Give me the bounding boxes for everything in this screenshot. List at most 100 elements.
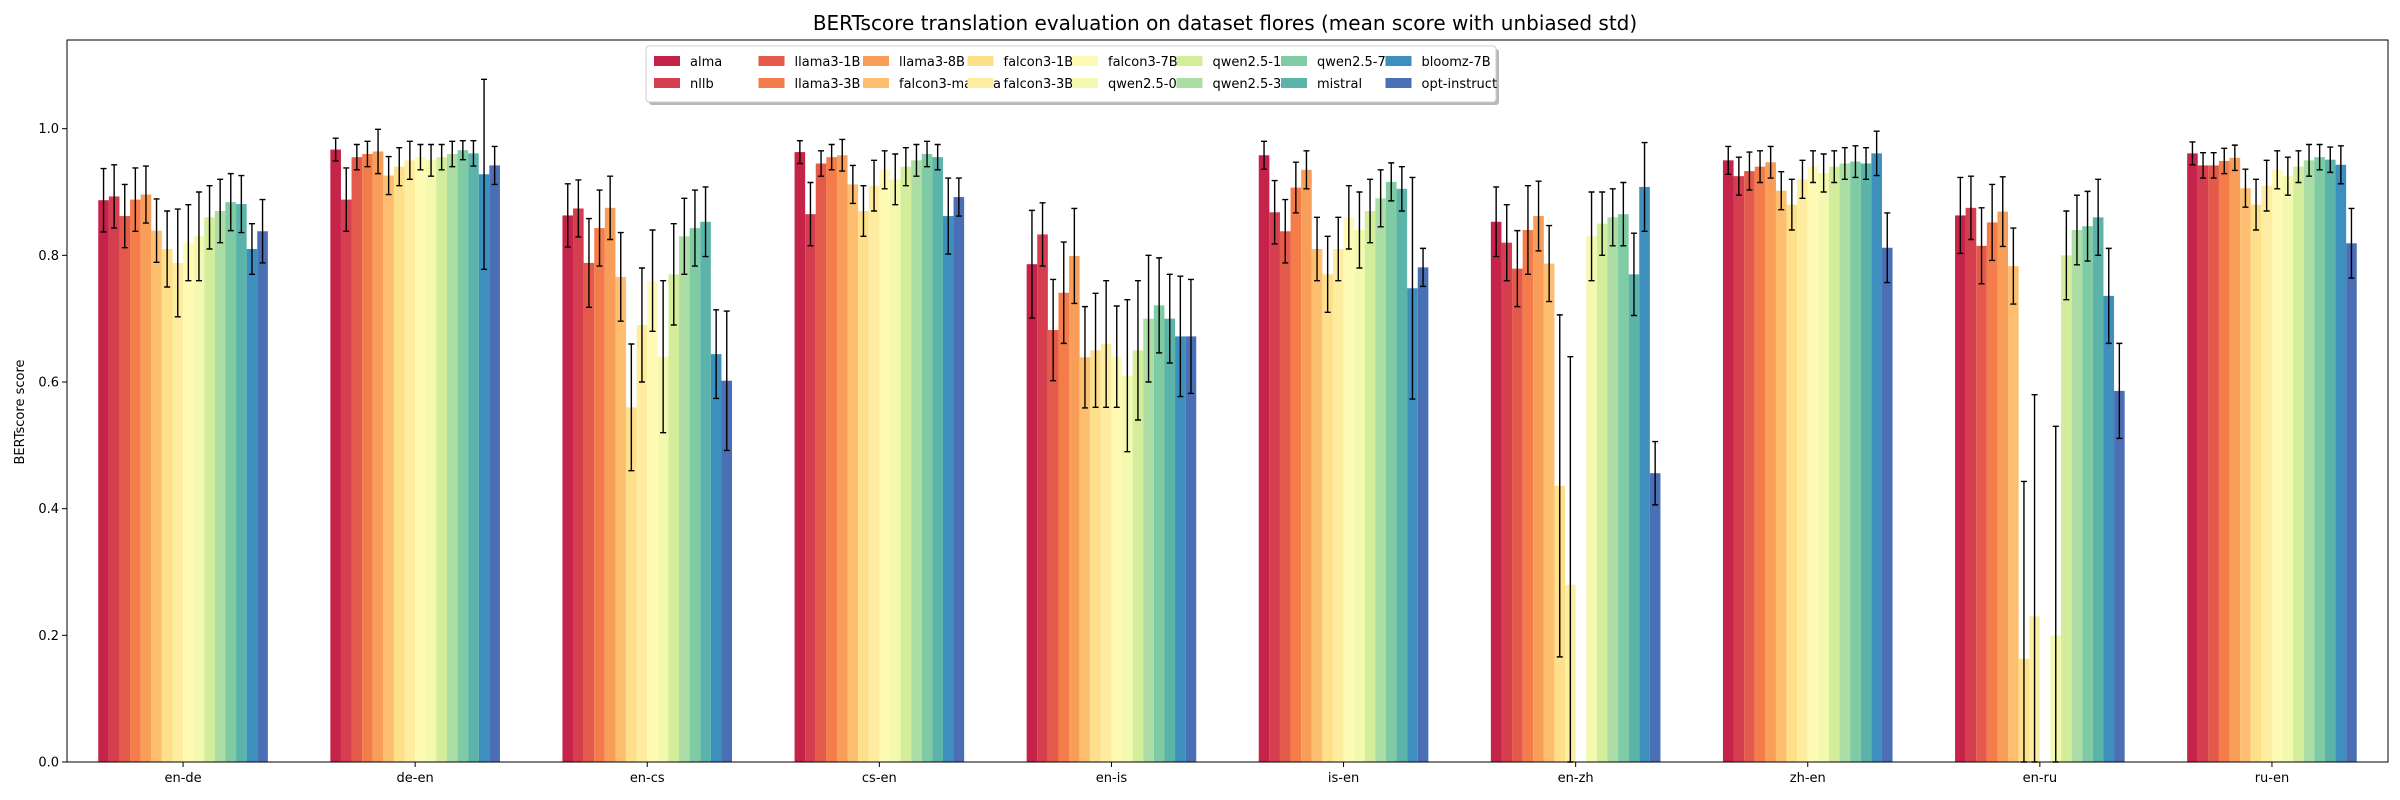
legend: alma nllb llama3-1B llama3-3B llama3-8B falco… <box>645 45 1499 105</box>
error-bar-mistral-zh-en <box>1863 146 1870 181</box>
error-bar-alma-cs-en <box>796 140 803 165</box>
legend-label: bloomz-7B <box>1422 55 1491 70</box>
error-bar-qwen2.5-7B-is-en <box>1388 162 1395 202</box>
error-bar-opt-instruct-zh-en <box>1884 212 1891 284</box>
error-bar-llama3-3B-ru-en <box>2221 147 2228 175</box>
y-tick-label: 0.4 <box>38 502 59 517</box>
axes-frame <box>66 39 2389 763</box>
bar-falcon3-7B-en-de <box>183 242 194 763</box>
bar-llama3-8B-is-en <box>1301 169 1312 762</box>
bar-llama3-8B-en-de <box>140 194 152 762</box>
bar-qwen2.5-7B-ru-en <box>2314 157 2325 763</box>
legend-label: falcon3-3B <box>1004 77 1074 92</box>
bar-qwen2.5-7B-en-cs <box>689 228 701 763</box>
bar-llama3-3B-en-cs <box>594 228 605 763</box>
series-falcon3-mamba <box>151 175 2251 763</box>
error-bar-llama3-8B-en-de <box>142 165 149 224</box>
error-bar-llama3-3B-en-de <box>132 167 139 232</box>
bar-llama3-8B-en-ru <box>1997 211 2009 762</box>
error-bar-nllb-de-en <box>343 167 350 232</box>
error-bars-mistral <box>238 140 2334 364</box>
error-bar-opt-instruct-en-zh <box>1652 440 1659 506</box>
error-bar-qwen2.5-0.5B-ru-en <box>2284 156 2291 196</box>
bar-llama3-8B-ru-en <box>2229 157 2241 763</box>
bar-alma-cs-en <box>794 152 806 763</box>
error-bar-llama3-3B-en-zh <box>1524 184 1531 276</box>
x-tick-label: is-en <box>1328 771 1359 786</box>
bar-llama3-3B-is-en <box>1290 187 1302 762</box>
error-bar-alma-zh-en <box>1725 145 1732 175</box>
bar-qwen2.5-0.5B-de-en <box>425 160 437 762</box>
bar-llama3-3B-zh-en <box>1754 166 1766 763</box>
bar-llama3-1B-zh-en <box>1744 171 1755 763</box>
legend-label: llama3-3B <box>795 77 861 92</box>
x-tick-label: en-ru <box>2023 771 2058 786</box>
bar-qwen2.5-0.5B-zh-en <box>1818 173 1829 762</box>
bar-qwen2.5-1.5B-en-ru <box>2061 255 2072 762</box>
series-alma <box>98 149 2198 763</box>
y-tick-label: 0.0 <box>38 756 59 771</box>
bar-mistral-en-de <box>236 204 247 762</box>
error-bar-qwen2.5-1.5B-cs-en <box>902 146 909 187</box>
bar-bloomz-7B-en-cs <box>710 354 722 762</box>
bar-llama3-1B-en-de <box>119 216 131 762</box>
bar-nllb-cs-en <box>805 214 816 763</box>
bar-falcon3-7B-ru-en <box>2271 169 2283 762</box>
bar-qwen2.5-3B-zh-en <box>1839 163 1851 762</box>
error-bar-llama3-3B-is-en <box>1292 161 1299 214</box>
series-opt-instruct <box>257 165 2357 763</box>
legend-label: falcon3-7B <box>1108 55 1178 70</box>
error-bar-llama3-8B-en-cs <box>607 175 614 241</box>
legend-item-opt-instruct: opt-instruct <box>1385 77 1497 92</box>
error-bar-qwen2.5-0.5B-en-is <box>1124 298 1131 453</box>
legend-item-mistral: mistral <box>1281 77 1362 92</box>
bar-qwen2.5-3B-cs-en <box>911 160 922 762</box>
error-bar-falcon3-1B-en-de <box>164 210 171 288</box>
error-bars-falcon3-7B <box>185 143 2281 409</box>
error-bar-falcon3-3B-de-en <box>406 140 413 181</box>
error-bar-llama3-8B-en-is <box>1071 207 1078 305</box>
legend-swatch <box>758 56 785 66</box>
plot-area: 0.0 0.2 0.4 0.6 0.8 1.0 en-de de-en en-cs cs-en en… <box>38 39 2389 786</box>
legend-item-qwen2.5-3B: qwen2.5-3B <box>1176 77 1290 92</box>
bar-falcon3-3B-ru-en <box>2261 185 2272 763</box>
bar-opt-instruct-zh-en <box>1881 247 1893 763</box>
bar-qwen2.5-3B-en-zh <box>1607 217 1619 762</box>
error-bar-qwen2.5-3B-en-is <box>1145 254 1152 383</box>
legend-item-qwen2.5-7B: qwen2.5-7B <box>1281 55 1395 70</box>
bar-qwen2.5-7B-en-de <box>225 202 237 762</box>
error-bar-falcon3-mamba-en-zh <box>1546 224 1553 303</box>
error-bar-alma-ru-en <box>2189 141 2196 166</box>
bar-alma-zh-en <box>1722 160 1734 762</box>
bar-falcon3-3B-is-en <box>1332 249 1344 762</box>
error-bar-qwen2.5-0.5B-zh-en <box>1820 153 1827 193</box>
error-bar-llama3-1B-cs-en <box>818 150 825 177</box>
bar-qwen2.5-3B-en-cs <box>679 236 690 762</box>
error-bar-bloomz-7B-en-de <box>248 222 255 276</box>
bar-qwen2.5-1.5B-zh-en <box>1828 166 1840 763</box>
error-bar-alma-en-zh <box>1493 186 1500 258</box>
bar-llama3-1B-de-en <box>351 157 363 763</box>
bar-nllb-ru-en <box>2197 165 2209 762</box>
error-bars-llama3-3B <box>132 140 2228 345</box>
error-bar-qwen2.5-0.5B-en-zh <box>1588 191 1595 282</box>
bar-mistral-cs-en <box>932 157 943 763</box>
bar-qwen2.5-1.5B-en-cs <box>668 274 680 762</box>
error-bar-qwen2.5-7B-en-zh <box>1620 181 1627 247</box>
bar-falcon3-mamba-en-de <box>151 230 162 762</box>
legend-swatch <box>1072 56 1098 66</box>
legend-label: qwen2.5-0.5B <box>1108 77 1198 92</box>
error-bar-llama3-8B-zh-en <box>1767 145 1774 179</box>
x-tick-label: de-en <box>397 771 434 786</box>
bar-qwen2.5-3B-ru-en <box>2303 160 2315 762</box>
error-bar-falcon3-7B-zh-en <box>1810 150 1817 184</box>
legend-item-falcon3-1B: falcon3-1B <box>967 55 1073 70</box>
legend-item-nllb: nllb <box>654 77 714 92</box>
bar-falcon3-7B-en-is <box>1111 356 1123 762</box>
error-bar-bloomz-7B-en-ru <box>2105 247 2112 345</box>
error-bar-qwen2.5-1.5B-ru-en <box>2295 150 2302 184</box>
error-bar-llama3-8B-is-en <box>1303 150 1310 190</box>
bar-llama3-8B-zh-en <box>1765 162 1776 763</box>
error-bar-llama3-1B-is-en <box>1282 198 1289 264</box>
